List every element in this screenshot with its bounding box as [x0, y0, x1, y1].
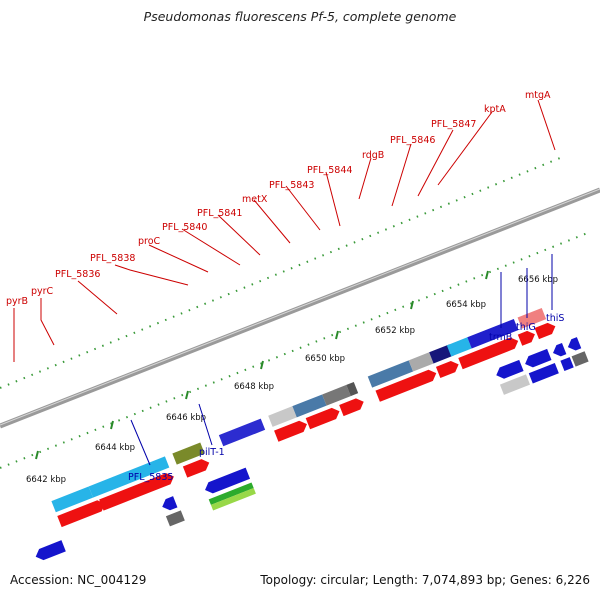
- cds-feature: [435, 360, 459, 378]
- cds-feature: [51, 486, 94, 513]
- reverse-cds-track: [35, 337, 589, 561]
- map-title: Pseudomonas fluorescens Pf-5, complete g…: [143, 9, 457, 24]
- gene-label-kptA: kptA: [484, 104, 506, 115]
- cds-feature: [429, 344, 455, 364]
- cds-feature: [99, 473, 174, 511]
- cds-feature: [525, 348, 552, 368]
- cds-feature: [553, 342, 567, 357]
- genome-backbone-highlight: [0, 188, 600, 426]
- gene-label-pyrB: pyrB: [6, 296, 28, 307]
- scale-label: 6642 kbp: [26, 475, 66, 485]
- cds-feature: [305, 407, 340, 430]
- cds-feature: [467, 318, 519, 349]
- cds-feature: [57, 500, 106, 528]
- gene-label-proC: proC: [138, 236, 161, 247]
- cds-feature: [35, 540, 66, 561]
- cds-feature: [517, 307, 547, 329]
- cds-feature: [567, 337, 582, 351]
- cds-feature: [346, 381, 359, 397]
- cds-feature: [458, 337, 519, 370]
- cds-feature: [528, 362, 559, 384]
- scale-label: 6656 kbp: [518, 275, 558, 285]
- cds-feature: [375, 369, 437, 402]
- cds-feature: [367, 360, 414, 388]
- gene-label-pfl5847: PFL_5847: [431, 119, 476, 130]
- forward-cds-track: [51, 307, 556, 528]
- gene-label-pfl5846: PFL_5846: [390, 135, 435, 146]
- scale-label: 6652 kbp: [375, 326, 415, 336]
- cds-feature: [571, 351, 589, 367]
- cds-feature: [274, 420, 307, 442]
- cds-feature: [499, 374, 531, 395]
- gene-label-rdgB: rdgB: [362, 150, 384, 161]
- gene-label-metX: metX: [242, 194, 268, 205]
- accession-text: Accession: NC_004129: [10, 573, 147, 587]
- cds-feature: [268, 406, 297, 427]
- cds-feature: [165, 510, 185, 527]
- cds-feature: [182, 459, 210, 478]
- cds-feature: [560, 357, 574, 372]
- scale-label: 6646 kbp: [166, 413, 206, 423]
- cds-feature: [218, 418, 266, 447]
- gene-label-pfl5836: PFL_5836: [55, 269, 100, 280]
- gene-label-pfl5843: PFL_5843: [269, 180, 314, 191]
- cds-feature: [339, 398, 364, 417]
- scale-label: 6644 kbp: [95, 443, 135, 453]
- cds-feature: [172, 442, 205, 465]
- cds-feature: [88, 456, 170, 498]
- scale-label: 6648 kbp: [234, 382, 274, 392]
- scale-label: 6654 kbp: [446, 300, 486, 310]
- cds-feature: [446, 337, 472, 357]
- gene-label-pfl5841: PFL_5841: [197, 208, 242, 219]
- cds-feature: [205, 467, 251, 494]
- cds-feature: [517, 330, 535, 346]
- cds-feature: [322, 384, 351, 406]
- top-gene-labels: pyrB pyrC PFL_5836 PFL_5838 proC PFL_584…: [6, 90, 551, 307]
- scale-label: 6650 kbp: [305, 354, 345, 364]
- cds-feature: [208, 482, 254, 505]
- gene-label-trmB: trmB: [489, 332, 512, 343]
- gene-label-pfl5840: PFL_5840: [162, 222, 207, 233]
- cds-feature: [496, 359, 524, 379]
- top-leaders: [13, 99, 556, 362]
- cds-feature: [534, 322, 556, 340]
- scale-labels: 6642 kbp 6644 kbp 6646 kbp 6648 kbp 6650…: [26, 275, 558, 485]
- gene-label-pfl5844: PFL_5844: [307, 165, 352, 176]
- gene-label-pfl5838: PFL_5838: [90, 253, 135, 264]
- cds-feature: [408, 352, 434, 372]
- genome-backbone: [0, 187, 600, 429]
- bottom-gene-labels: PFL_5835 pilT-1 trmB thiG thiS: [128, 313, 564, 483]
- major-ticks: [35, 270, 489, 460]
- cds-feature: [292, 394, 327, 418]
- gene-label-pilT-1: pilT-1: [199, 447, 225, 458]
- cds-feature: [162, 496, 178, 511]
- genome-summary-text: Topology: circular; Length: 7,074,893 bp…: [260, 573, 590, 587]
- bottom-leaders: [130, 254, 553, 466]
- gene-label-pyrC: pyrC: [31, 286, 54, 297]
- gene-label-thiG: thiG: [516, 322, 536, 333]
- gene-label-pfl5835: PFL_5835: [128, 472, 173, 483]
- gene-label-thiS: thiS: [546, 313, 564, 324]
- gene-label-mtgA: mtgA: [525, 90, 551, 101]
- cds-feature: [210, 488, 256, 511]
